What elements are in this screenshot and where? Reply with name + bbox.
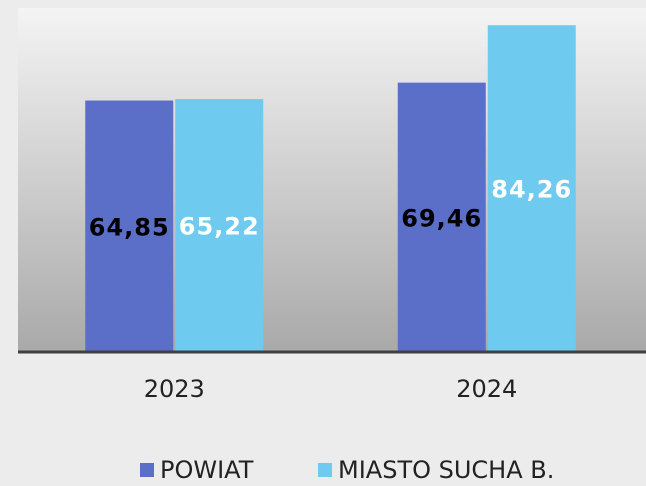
data-label: 65,22 — [179, 213, 260, 241]
bar — [175, 99, 264, 352]
x-tick-label: 2023 — [144, 375, 205, 403]
marks — [85, 25, 576, 352]
bar — [397, 82, 486, 352]
legend-label: MIASTO SUCHA B. — [338, 456, 554, 484]
legend-swatch — [140, 463, 154, 477]
legend-swatch — [318, 463, 332, 477]
data-label: 69,46 — [401, 204, 482, 232]
data-label: 84,26 — [491, 176, 572, 204]
bar — [85, 100, 174, 352]
data-label: 64,85 — [89, 213, 170, 241]
legend-label: POWIAT — [160, 456, 254, 484]
x-tick-label: 2024 — [456, 375, 517, 403]
bar — [487, 25, 576, 352]
